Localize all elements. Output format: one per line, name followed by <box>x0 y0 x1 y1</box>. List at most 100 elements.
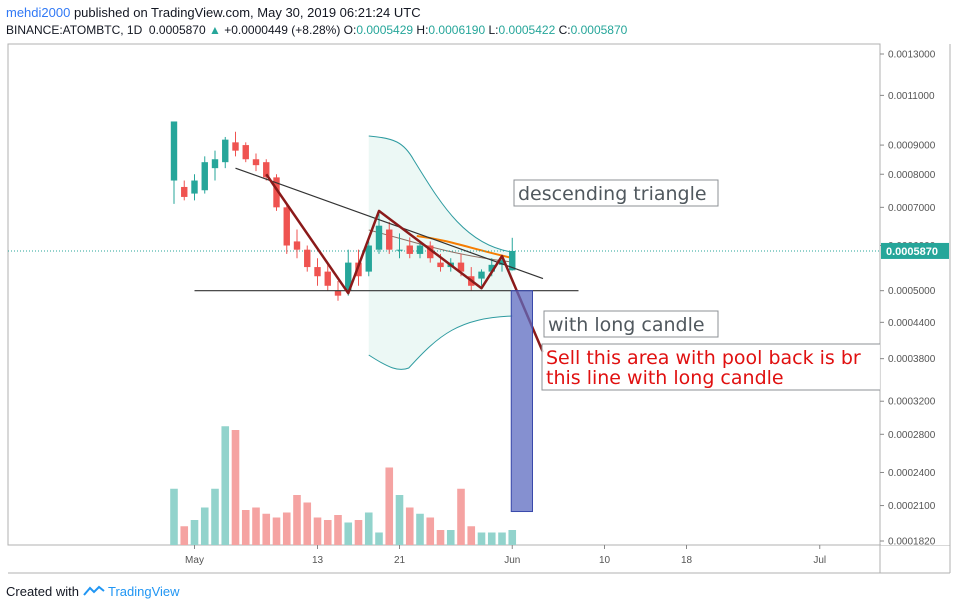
last-price-tag <box>881 242 949 259</box>
volume-bar <box>323 520 332 545</box>
candle-body <box>416 245 424 254</box>
volume-bar <box>426 517 435 545</box>
author-name[interactable]: mehdi2000 <box>6 5 71 20</box>
x-tick-label: 21 <box>394 555 406 566</box>
y-tick-label: 0.0002100 <box>888 501 936 512</box>
annotation-descending-triangle-text: descending triangle <box>518 183 707 205</box>
publish-text: published on TradingView.com, May 30, 20… <box>73 5 421 20</box>
candle-body <box>437 262 444 268</box>
y-tick-label: 0.0013000 <box>888 50 936 61</box>
candle-body <box>509 250 516 271</box>
open-value: 0.0005429 <box>356 23 414 37</box>
volume-bar <box>180 526 189 545</box>
bollinger-lower-line <box>368 315 513 370</box>
high-value: 0.0006190 <box>428 23 486 37</box>
candle-body <box>222 139 229 163</box>
candle-body <box>252 159 260 166</box>
close-value: 0.0005870 <box>570 23 628 37</box>
volume-bar <box>282 512 291 545</box>
x-tick-label: 13 <box>312 555 324 566</box>
annotation-long-candle-text: with long candle <box>548 314 705 336</box>
candle-body <box>386 229 393 250</box>
candle-body <box>345 262 352 291</box>
volume-bar <box>190 520 199 545</box>
candle-body <box>406 245 413 254</box>
y-tick-label: 0.0002800 <box>888 430 936 441</box>
candle-body <box>498 260 506 265</box>
change-arrow-icon: ▲ <box>209 23 221 37</box>
bollinger-upper-line <box>368 135 513 253</box>
x-tick-label: 18 <box>681 555 693 566</box>
price-change: +0.0000449 (+8.28%) <box>224 23 341 37</box>
candle-body <box>211 159 219 169</box>
descending-trendline <box>235 167 544 280</box>
annotation-sell-line1: Sell this area with pool back is br <box>546 347 861 369</box>
volume-bar <box>293 495 301 545</box>
candle-body <box>191 180 198 194</box>
sell-zone-box <box>510 290 533 513</box>
volume-bar <box>416 513 424 545</box>
volume-bar <box>313 517 322 545</box>
annotation-descending-triangle: descending triangle <box>513 179 719 207</box>
x-tick-label: Jun <box>504 555 520 566</box>
annotation-long-candle: with long candle <box>543 310 719 338</box>
y-tick-label: 0.0009000 <box>888 141 936 152</box>
volume-bar <box>508 530 517 545</box>
annotation-descending-triangle-frame <box>513 179 719 207</box>
candle-body <box>478 271 485 279</box>
volume-bar <box>446 530 455 545</box>
y-tick-label: 0.0004400 <box>888 318 936 329</box>
last-price: 0.0005870 <box>148 23 206 37</box>
y-tick-label: 0.0003200 <box>888 397 936 408</box>
candle-body <box>293 241 301 250</box>
volume-bar <box>375 532 383 545</box>
volume-bar <box>170 488 178 545</box>
candle-body <box>488 264 495 272</box>
x-tick-label: 10 <box>599 555 611 566</box>
candle-body <box>273 177 280 208</box>
annotation-sell-line2: this line with long candle <box>546 367 784 389</box>
volume-bar <box>436 530 445 545</box>
annotation-long-candle-frame <box>543 310 719 338</box>
candle-body <box>263 162 270 178</box>
candle-body <box>314 267 321 277</box>
volume-bar <box>252 507 260 545</box>
candle-body <box>201 162 208 191</box>
candle-body <box>324 271 331 286</box>
footer-credit: Created with TradingView <box>6 584 180 599</box>
y-tick-label: 0.0008000 <box>888 170 936 181</box>
x-tick-label: Jul <box>813 555 826 566</box>
y-tick-label: 0.0007000 <box>888 203 936 214</box>
pattern-zigzag-line <box>265 173 545 353</box>
candle-body <box>427 245 434 259</box>
volume-bar <box>262 513 271 545</box>
candle-body <box>375 225 383 250</box>
volume-bar <box>334 515 342 545</box>
moving-average-orange <box>416 235 513 259</box>
volume-bar <box>221 426 230 545</box>
volume-bar <box>385 467 394 545</box>
y-tick-label: 0.0011000 <box>888 91 935 102</box>
symbol-info: BINANCE:ATOMBTC, 1D 0.0005870 ▲ +0.00004… <box>6 23 627 37</box>
annotation-sell-frame <box>541 343 880 391</box>
annotation-sell: Sell this area with pool back is brthis … <box>541 343 880 391</box>
candle-body <box>170 121 178 181</box>
volume-bar <box>364 512 373 545</box>
bollinger-fill <box>368 136 513 370</box>
low-value: 0.0005422 <box>498 23 556 37</box>
volume-bar <box>498 532 506 545</box>
volume-bar <box>395 495 404 545</box>
y-tick-label: 0.0005000 <box>888 286 936 297</box>
candle-body <box>355 262 362 277</box>
volume-bar <box>200 507 209 545</box>
volume-bar <box>477 532 486 545</box>
volume-bar <box>211 488 219 545</box>
candle-body <box>365 245 372 272</box>
candle-body <box>232 142 239 151</box>
candle-body <box>334 290 342 296</box>
candle-body <box>181 186 188 197</box>
tradingview-brand[interactable]: TradingView <box>108 584 180 599</box>
close-label: C: <box>558 23 571 37</box>
publish-info: mehdi2000 published on TradingView.com, … <box>6 5 421 20</box>
